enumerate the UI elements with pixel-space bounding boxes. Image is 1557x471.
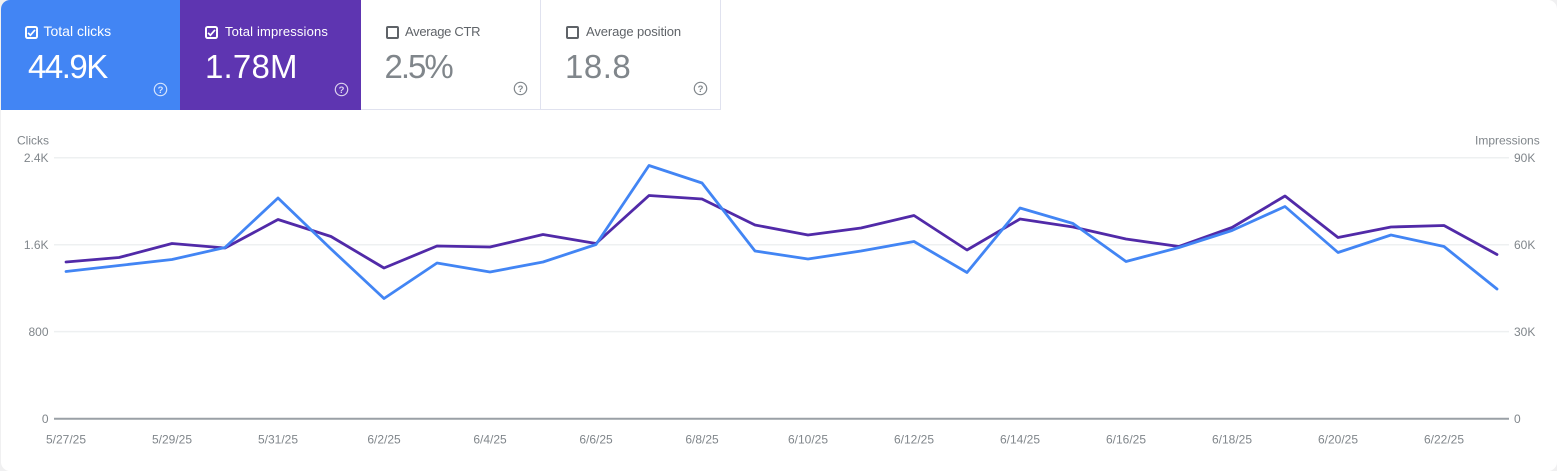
svg-text:6/20/25: 6/20/25 [1318, 433, 1358, 447]
svg-text:0: 0 [1514, 412, 1521, 426]
svg-text:?: ? [157, 85, 163, 96]
svg-text:6/8/25: 6/8/25 [685, 433, 719, 447]
svg-text:5/29/25: 5/29/25 [152, 433, 192, 447]
svg-text:90K: 90K [1514, 151, 1535, 165]
svg-text:2.4K: 2.4K [24, 151, 49, 165]
svg-text:6/16/25: 6/16/25 [1106, 433, 1146, 447]
svg-text:30K: 30K [1514, 325, 1535, 339]
svg-text:?: ? [697, 84, 703, 95]
svg-text:6/12/25: 6/12/25 [894, 433, 934, 447]
svg-text:1.6K: 1.6K [24, 238, 49, 252]
svg-text:60K: 60K [1514, 238, 1535, 252]
svg-text:5/27/25: 5/27/25 [46, 433, 86, 447]
svg-text:6/10/25: 6/10/25 [788, 433, 828, 447]
svg-text:0: 0 [42, 412, 49, 426]
svg-text:?: ? [517, 84, 523, 95]
svg-text:6/6/25: 6/6/25 [579, 433, 613, 447]
svg-text:6/4/25: 6/4/25 [473, 433, 507, 447]
svg-text:?: ? [338, 85, 344, 96]
svg-text:Impressions: Impressions [1475, 134, 1540, 148]
svg-text:6/18/25: 6/18/25 [1212, 433, 1252, 447]
svg-text:6/22/25: 6/22/25 [1424, 433, 1464, 447]
svg-text:Clicks: Clicks [17, 134, 49, 148]
svg-text:6/2/25: 6/2/25 [367, 433, 401, 447]
svg-text:6/14/25: 6/14/25 [1000, 433, 1040, 447]
svg-text:800: 800 [28, 325, 48, 339]
svg-text:5/31/25: 5/31/25 [258, 433, 298, 447]
